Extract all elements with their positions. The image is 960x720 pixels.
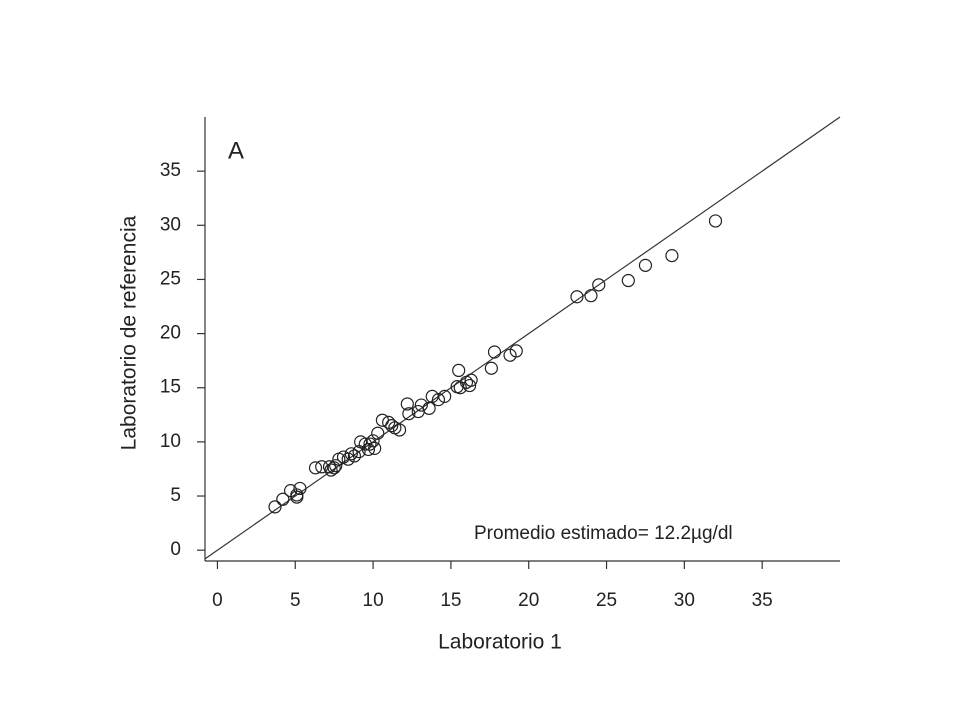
data-point: [324, 463, 338, 477]
data-point: [347, 449, 362, 463]
x-tick-label: 30: [674, 590, 695, 611]
data-point: [293, 481, 307, 496]
data-point: [368, 441, 382, 455]
data-point: [363, 437, 377, 451]
data-point: [484, 361, 498, 375]
data-point: [402, 407, 416, 421]
data-point: [414, 398, 428, 412]
y-tick-label: 25: [160, 268, 181, 289]
data-point: [438, 389, 452, 403]
data-point: [431, 393, 446, 407]
x-tick-label: 15: [440, 590, 461, 611]
y-tick-label: 15: [160, 377, 181, 398]
data-point: [509, 344, 523, 358]
data-point: [344, 447, 358, 461]
data-point: [276, 492, 290, 506]
y-axis-label: Laboratorio de referencia: [118, 215, 141, 450]
x-axis-label: Laboratorio 1: [438, 631, 562, 654]
x-tick-label: 5: [290, 590, 301, 611]
data-point: [366, 434, 380, 448]
data-point: [371, 426, 385, 440]
data-point: [621, 273, 635, 288]
data-point: [268, 500, 282, 514]
annotation: Promedio estimado= 12.2µg/dl: [474, 523, 733, 544]
data-point: [584, 289, 598, 303]
data-point: [385, 419, 399, 433]
data-point: [487, 345, 502, 359]
data-point: [452, 363, 466, 378]
data-point: [592, 278, 606, 292]
data-point: [464, 373, 478, 387]
x-tick-label: 20: [518, 590, 539, 611]
data-point: [392, 423, 407, 437]
x-tick-label: 25: [596, 590, 617, 611]
data-point: [708, 214, 723, 228]
data-point: [400, 397, 414, 411]
data-point: [327, 461, 341, 475]
data-point: [329, 459, 343, 473]
panel-label: A: [228, 137, 244, 164]
y-tick-label: 10: [160, 431, 181, 452]
identity-line: [204, 116, 841, 560]
data-point: [361, 442, 376, 457]
data-point: [570, 290, 584, 304]
data-point: [308, 461, 323, 475]
y-tick-label: 20: [160, 323, 181, 344]
y-tick-label: 0: [170, 539, 181, 560]
y-tick-label: 30: [160, 214, 181, 235]
x-tick-label: 10: [363, 590, 384, 611]
data-point: [290, 490, 304, 504]
x-tick-label: 35: [752, 590, 773, 611]
data-point: [422, 401, 436, 415]
data-point: [462, 378, 477, 393]
y-tick-label: 35: [160, 160, 181, 181]
y-tick-label: 5: [170, 485, 181, 506]
data-point: [638, 258, 653, 272]
x-tick-label: 0: [212, 590, 223, 611]
data-point: [665, 249, 679, 263]
